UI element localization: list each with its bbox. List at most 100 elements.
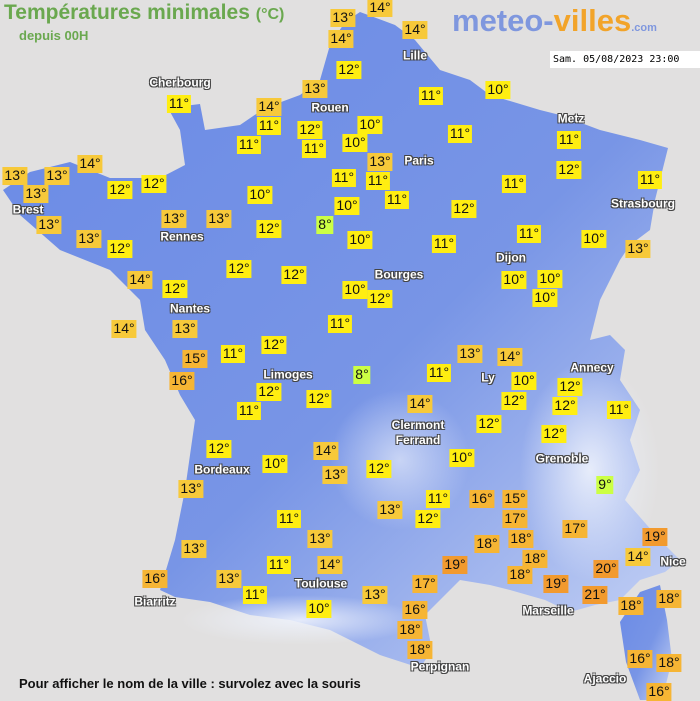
temperature-marker[interactable]: 13° [377,501,403,519]
temperature-marker[interactable]: 10° [342,134,368,152]
temperature-marker[interactable]: 18° [397,621,423,639]
temperature-marker[interactable]: 14° [77,155,103,173]
temperature-marker[interactable]: 18° [656,654,682,672]
temperature-marker[interactable]: 10° [532,289,558,307]
temperature-marker[interactable]: 18° [656,590,682,608]
temperature-marker[interactable]: 12° [162,280,188,298]
temperature-marker[interactable]: 13° [367,153,393,171]
temperature-marker[interactable]: 18° [474,535,500,553]
temperature-marker[interactable]: 14° [111,320,137,338]
temperature-marker[interactable]: 11° [266,556,292,574]
temperature-marker[interactable]: 13° [2,167,28,185]
temperature-marker[interactable]: 16° [646,683,672,701]
temperature-marker[interactable]: 10° [511,372,537,390]
temperature-marker[interactable]: 14° [256,98,282,116]
temperature-marker[interactable]: 13° [44,167,70,185]
temperature-marker[interactable]: 12° [261,336,287,354]
temperature-marker[interactable]: 14° [367,0,393,17]
temperature-marker[interactable]: 14° [402,21,428,39]
temperature-marker[interactable]: 14° [407,395,433,413]
temperature-marker[interactable]: 12° [206,440,232,458]
temperature-marker[interactable]: 11° [418,87,444,105]
meteo-villes-logo[interactable]: meteo-villes.com [452,3,657,39]
temperature-marker[interactable]: 12° [557,378,583,396]
temperature-marker[interactable]: 12° [541,425,567,443]
temperature-marker[interactable]: 10° [449,449,475,467]
temperature-marker[interactable]: 11° [426,364,452,382]
temperature-marker[interactable]: 17° [562,520,588,538]
temperature-marker[interactable]: 14° [313,442,339,460]
temperature-marker[interactable]: 11° [516,225,542,243]
temperature-marker[interactable]: 13° [307,530,333,548]
temperature-marker[interactable]: 9° [596,476,614,494]
temperature-marker[interactable]: 15° [182,350,208,368]
temperature-marker[interactable]: 12° [107,181,133,199]
temperature-marker[interactable]: 12° [306,390,332,408]
temperature-marker[interactable]: 11° [384,191,410,209]
temperature-marker[interactable]: 14° [497,348,523,366]
temperature-marker[interactable]: 13° [216,570,242,588]
temperature-marker[interactable]: 17° [412,575,438,593]
temperature-marker[interactable]: 14° [328,30,354,48]
temperature-marker[interactable]: 12° [281,266,307,284]
temperature-marker[interactable]: 13° [36,216,62,234]
temperature-marker[interactable]: 17° [502,510,528,528]
temperature-marker[interactable]: 12° [501,392,527,410]
temperature-marker[interactable]: 11° [447,125,473,143]
temperature-marker[interactable]: 12° [415,510,441,528]
temperature-marker[interactable]: 13° [161,210,187,228]
temperature-marker[interactable]: 12° [556,161,582,179]
temperature-marker[interactable]: 12° [107,240,133,258]
temperature-marker[interactable]: 18° [522,550,548,568]
temperature-marker[interactable]: 12° [476,415,502,433]
temperature-marker[interactable]: 10° [501,271,527,289]
temperature-marker[interactable]: 13° [178,480,204,498]
temperature-marker[interactable]: 19° [543,575,569,593]
temperature-marker[interactable]: 11° [331,169,357,187]
temperature-marker[interactable]: 10° [306,600,332,618]
temperature-marker[interactable]: 13° [181,540,207,558]
temperature-marker[interactable]: 20° [593,560,619,578]
temperature-marker[interactable]: 12° [297,121,323,139]
temperature-marker[interactable]: 11° [637,171,663,189]
temperature-marker[interactable]: 11° [556,131,582,149]
temperature-marker[interactable]: 18° [618,597,644,615]
temperature-marker[interactable]: 13° [625,240,651,258]
temperature-marker[interactable]: 18° [507,566,533,584]
temperature-marker[interactable]: 13° [23,185,49,203]
temperature-marker[interactable]: 12° [226,260,252,278]
temperature-marker[interactable]: 11° [301,140,327,158]
temperature-marker[interactable]: 12° [256,383,282,401]
temperature-marker[interactable]: 12° [141,175,167,193]
temperature-marker[interactable]: 11° [501,175,527,193]
temperature-marker[interactable]: 11° [220,345,246,363]
temperature-marker[interactable]: 21° [582,586,608,604]
temperature-marker[interactable]: 15° [502,490,528,508]
temperature-marker[interactable]: 13° [322,466,348,484]
temperature-marker[interactable]: 10° [581,230,607,248]
temperature-marker[interactable]: 10° [334,197,360,215]
temperature-marker[interactable]: 13° [206,210,232,228]
temperature-marker[interactable]: 10° [262,455,288,473]
temperature-marker[interactable]: 10° [342,281,368,299]
temperature-marker[interactable]: 13° [330,9,356,27]
temperature-marker[interactable]: 12° [366,460,392,478]
temperature-marker[interactable]: 12° [367,290,393,308]
temperature-marker[interactable]: 19° [442,556,468,574]
temperature-marker[interactable]: 14° [625,548,651,566]
temperature-marker[interactable]: 16° [627,650,653,668]
temperature-marker[interactable]: 12° [336,61,362,79]
temperature-marker[interactable]: 12° [256,220,282,238]
temperature-marker[interactable]: 16° [402,601,428,619]
temperature-marker[interactable]: 16° [169,372,195,390]
temperature-marker[interactable]: 11° [236,136,262,154]
temperature-marker[interactable]: 10° [247,186,273,204]
temperature-marker[interactable]: 13° [302,80,328,98]
temperature-marker[interactable]: 10° [485,81,511,99]
temperature-marker[interactable]: 13° [362,586,388,604]
temperature-marker[interactable]: 10° [347,231,373,249]
temperature-marker[interactable]: 19° [642,528,668,546]
temperature-marker[interactable]: 11° [236,402,262,420]
temperature-marker[interactable]: 11° [276,510,302,528]
temperature-marker[interactable]: 10° [357,116,383,134]
